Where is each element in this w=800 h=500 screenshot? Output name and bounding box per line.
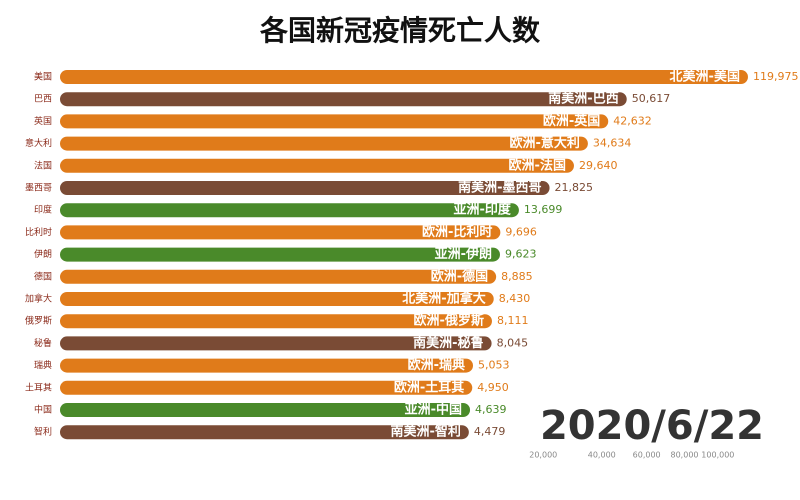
value-label: 4,950	[477, 381, 509, 394]
category-label: 瑞典	[34, 359, 52, 371]
bar	[60, 225, 501, 240]
category-label: 法国	[34, 159, 52, 171]
value-label: 5,053	[478, 359, 510, 372]
x-tick-label: 20,000	[529, 451, 557, 460]
bar	[60, 314, 492, 329]
value-label: 9,623	[505, 248, 536, 261]
bar	[60, 247, 500, 262]
value-label: 13,699	[524, 203, 563, 216]
bar	[60, 181, 550, 195]
value-label: 4,479	[474, 425, 506, 438]
bar-label: 欧洲-英国	[543, 113, 600, 129]
value-label: 8,045	[497, 336, 529, 349]
category-label: 加拿大	[25, 293, 52, 305]
bar	[60, 336, 492, 351]
date-annotation: 2020/6/22	[540, 403, 764, 449]
bar-label: 北美洲-美国	[670, 69, 740, 85]
bar-label: 欧洲-土耳其	[394, 379, 464, 395]
bar	[60, 70, 748, 84]
value-label: 4,639	[475, 403, 507, 416]
category-label: 秘鲁	[34, 337, 52, 349]
value-label: 8,430	[499, 292, 530, 305]
value-label: 9,696	[505, 225, 537, 238]
bar-label: 亚洲-印度	[453, 202, 511, 218]
bar-label: 欧洲-意大利	[509, 135, 579, 151]
bar	[60, 358, 474, 373]
x-tick-label: 60,000	[633, 451, 661, 460]
category-label: 中国	[34, 404, 52, 416]
bar-label: 欧洲-瑞典	[408, 357, 465, 373]
bar-label: 南美洲-智利	[390, 424, 460, 440]
value-label: 34,634	[593, 137, 632, 150]
value-label: 42,632	[613, 114, 652, 127]
bar	[60, 158, 574, 173]
bar-label: 南美洲-巴西	[548, 91, 618, 107]
category-label: 巴西	[34, 94, 52, 105]
bar-label: 南美洲-墨西哥	[458, 180, 541, 196]
bar-label: 亚洲-中国	[405, 402, 462, 418]
value-label: 21,825	[555, 181, 594, 194]
chart-title: 各国新冠疫情死亡人数	[259, 14, 541, 47]
value-label: 29,640	[579, 159, 618, 172]
bar	[60, 114, 609, 129]
x-tick-label: 100,000	[701, 451, 734, 460]
category-label: 德国	[34, 270, 52, 282]
category-label: 土耳其	[25, 381, 52, 393]
bar	[60, 292, 494, 306]
category-label: 俄罗斯	[25, 315, 52, 327]
category-label: 智利	[34, 426, 52, 438]
bar-label: 欧洲-比利时	[422, 224, 492, 240]
bar	[60, 92, 627, 107]
value-label: 50,617	[632, 92, 671, 105]
value-label: 8,111	[497, 314, 529, 327]
bar-label: 亚洲-伊朗	[435, 246, 492, 262]
value-label: 8,885	[501, 270, 533, 283]
bar	[60, 425, 469, 440]
category-label: 意大利	[25, 137, 52, 149]
category-label: 英国	[34, 115, 52, 127]
category-label: 伊朗	[34, 248, 52, 260]
category-label: 比利时	[25, 226, 52, 238]
bar-label: 欧洲-德国	[431, 268, 488, 284]
bar	[60, 380, 473, 395]
x-tick-label: 80,000	[671, 451, 699, 460]
category-label: 墨西哥	[25, 183, 52, 194]
bar-label: 欧洲-法国	[509, 157, 566, 173]
bar	[60, 136, 588, 151]
value-label: 119,975	[753, 70, 799, 83]
bar-label: 南美洲-秘鲁	[413, 335, 483, 351]
category-label: 美国	[34, 71, 52, 83]
bar	[60, 269, 497, 284]
bar-label: 欧洲-俄罗斯	[414, 313, 484, 329]
x-tick-label: 40,000	[588, 451, 616, 460]
bar	[60, 203, 519, 218]
category-label: 印度	[34, 204, 52, 216]
bar-label: 北美洲-加拿大	[402, 291, 485, 307]
bar	[60, 403, 471, 417]
